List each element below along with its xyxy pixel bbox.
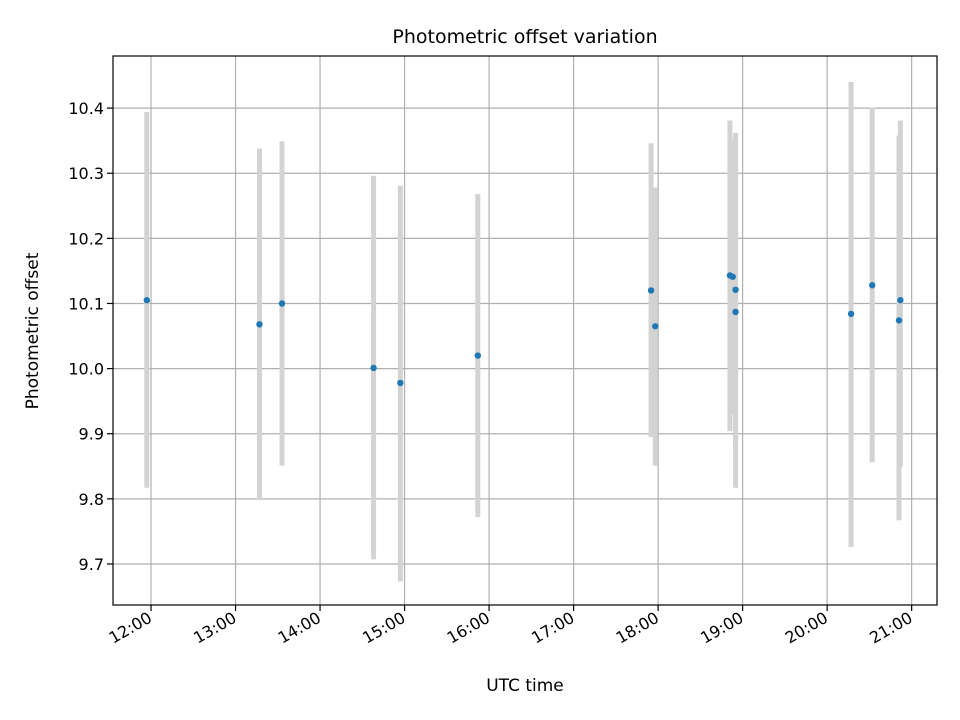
x-tick-label: 13:00 bbox=[190, 608, 239, 648]
data-point bbox=[847, 310, 855, 318]
data-point bbox=[652, 323, 659, 330]
y-axis-title: Photometric offset bbox=[23, 252, 43, 409]
data-point bbox=[397, 379, 404, 387]
x-axis-ticks: 12:00 13:00 14:00 15:00 16:00 17:00 18:00 19:00… bbox=[106, 605, 916, 648]
data-point bbox=[143, 297, 151, 304]
x-tick-label: 14:00 bbox=[275, 608, 324, 648]
x-tick-label: 21:00 bbox=[866, 608, 915, 648]
x-tick-label: 18:00 bbox=[613, 608, 662, 648]
y-tick-label: 10.4 bbox=[68, 99, 104, 118]
data-point bbox=[732, 286, 739, 293]
y-tick-label: 9.7 bbox=[79, 555, 104, 574]
data-point bbox=[869, 282, 876, 289]
y-axis-ticks: 9.7 9.8 9.9 10.0 10.1 10.2 10.3 10.4 bbox=[68, 99, 113, 574]
x-tick-label: 19:00 bbox=[697, 608, 746, 648]
data-point bbox=[474, 352, 482, 359]
y-tick-label: 9.9 bbox=[79, 425, 104, 444]
data-point bbox=[729, 273, 736, 280]
x-tick-label: 16:00 bbox=[444, 608, 493, 648]
grid-lines bbox=[113, 56, 937, 605]
data-point bbox=[370, 364, 377, 372]
plot-frame bbox=[112, 55, 938, 606]
y-tick-label: 10.3 bbox=[68, 164, 104, 183]
x-tick-label: 12:00 bbox=[106, 608, 155, 648]
data-point bbox=[256, 321, 263, 328]
y-tick-label: 10.2 bbox=[68, 229, 104, 248]
x-tick-label: 20:00 bbox=[782, 608, 831, 648]
y-tick-label: 10.1 bbox=[68, 294, 104, 313]
x-tick-label: 17:00 bbox=[528, 608, 577, 648]
data-point bbox=[732, 308, 739, 316]
data-points bbox=[143, 272, 904, 387]
data-point bbox=[897, 297, 904, 304]
x-tick-label: 15:00 bbox=[359, 608, 408, 648]
y-tick-label: 9.8 bbox=[79, 490, 104, 509]
data-point bbox=[278, 300, 286, 307]
chart-title: Photometric offset variation bbox=[392, 26, 657, 48]
data-point bbox=[895, 317, 903, 324]
plot-background bbox=[113, 56, 937, 605]
x-axis-title: UTC time bbox=[486, 676, 564, 696]
data-point bbox=[647, 287, 655, 294]
y-tick-label: 10.0 bbox=[68, 360, 104, 379]
